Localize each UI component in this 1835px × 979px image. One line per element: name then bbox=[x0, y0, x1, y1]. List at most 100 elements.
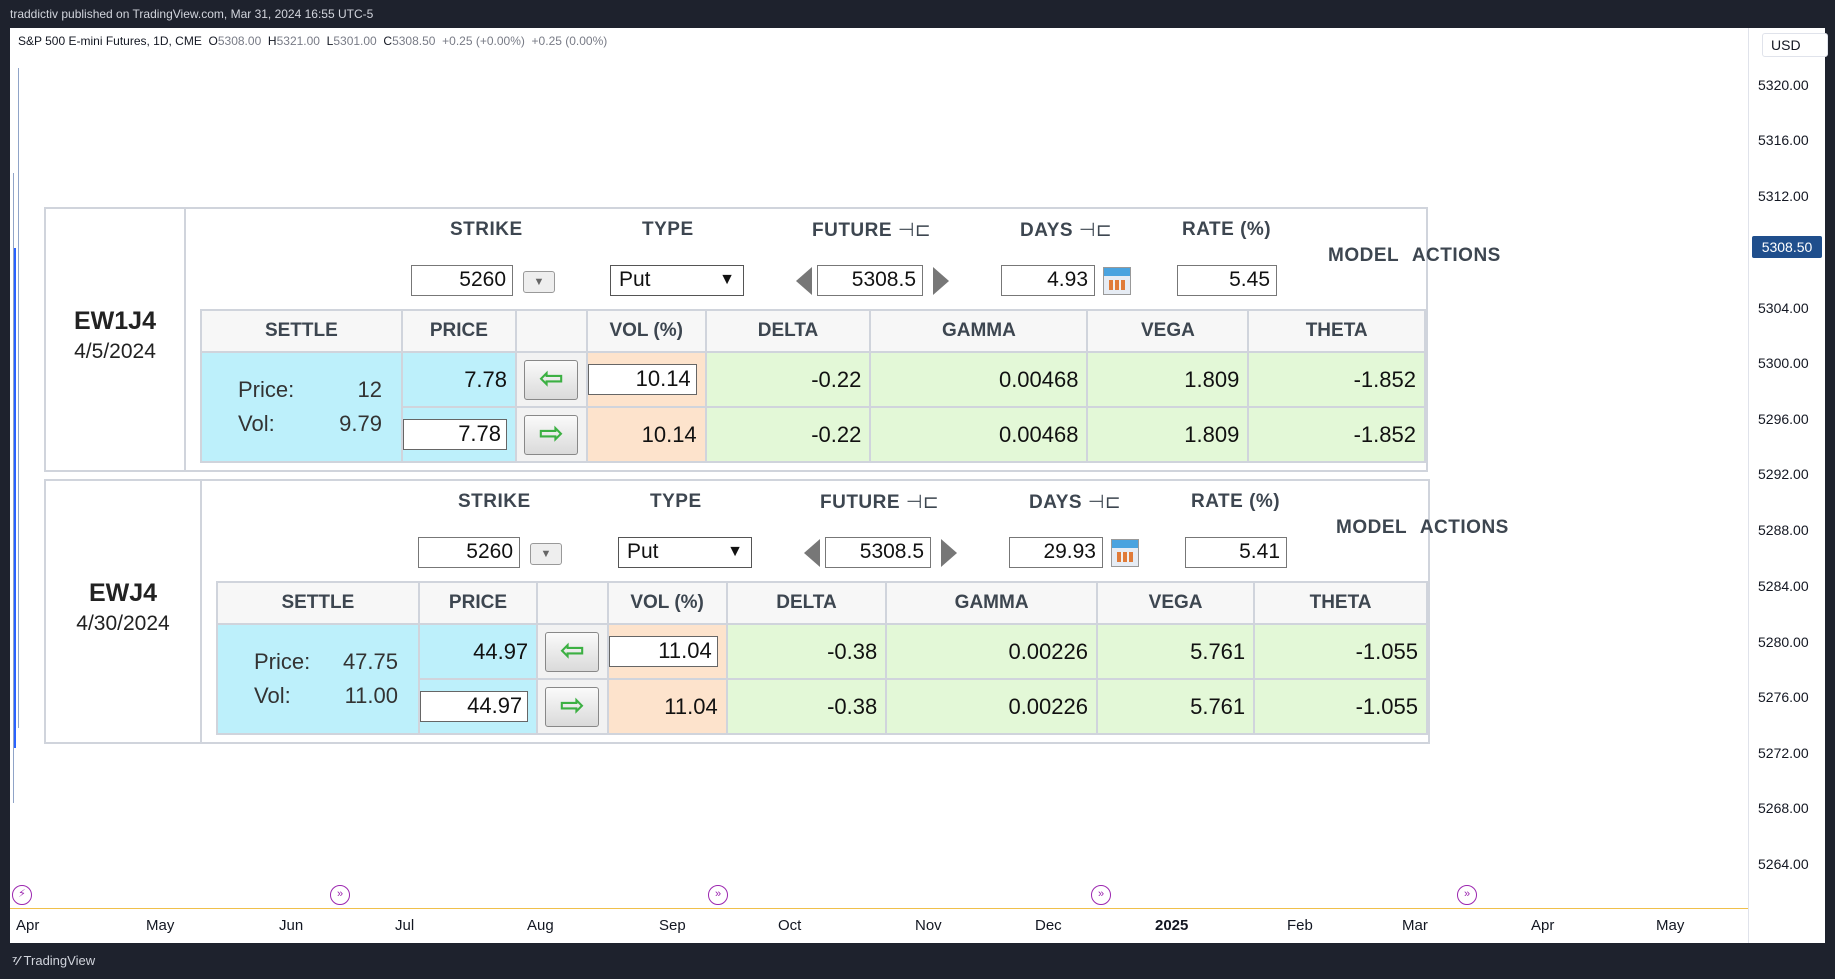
settle-vol-label: Vol: bbox=[254, 683, 291, 708]
vega-header: VEGA bbox=[1095, 581, 1256, 625]
symbol-legend: S&P 500 E-mini Futures, 1D, CME O5308.00… bbox=[18, 34, 607, 48]
chart-area[interactable]: S&P 500 E-mini Futures, 1D, CME O5308.00… bbox=[10, 28, 1828, 943]
contract-expiry: 4/30/2024 bbox=[76, 612, 170, 635]
future-header: FUTURE ⊣⊏ bbox=[812, 220, 932, 241]
calc-price-button[interactable]: ⇨ bbox=[545, 686, 600, 727]
open-label: O bbox=[208, 34, 218, 48]
model-price: 7.78 bbox=[400, 351, 518, 408]
change-value-2: +0.25 (0.00%) bbox=[531, 34, 608, 48]
settle-header: SETTLE bbox=[216, 581, 420, 625]
strike-input[interactable]: 5260 bbox=[411, 265, 513, 296]
price-tick: 5280.00 bbox=[1758, 634, 1809, 650]
future-increment-button[interactable] bbox=[941, 539, 957, 567]
price-axis[interactable] bbox=[1748, 28, 1825, 943]
brand-name[interactable]: TradingView bbox=[23, 953, 96, 968]
type-select[interactable]: Put ▼ bbox=[618, 537, 752, 568]
low-value: 5301.00 bbox=[333, 34, 377, 48]
price-tick: 5264.00 bbox=[1758, 856, 1809, 872]
close-value: 5308.50 bbox=[392, 34, 436, 48]
gamma-value: 0.00468 bbox=[869, 406, 1089, 463]
future-decrement-button[interactable] bbox=[804, 539, 820, 567]
rate-input[interactable]: 5.41 bbox=[1185, 537, 1287, 568]
future-increment-button[interactable] bbox=[933, 267, 949, 295]
time-tick: Apr bbox=[1531, 917, 1555, 934]
theta-header: THETA bbox=[1247, 309, 1426, 353]
settle-price-label: Price: bbox=[254, 649, 311, 674]
option-panel-ew1j4: EW1J4 4/5/2024 STRIKE TYPE FUTURE ⊣⊏ DAY… bbox=[44, 207, 1500, 472]
price-input[interactable]: 44.97 bbox=[419, 691, 529, 722]
dividend-event-icon[interactable]: ⚡ bbox=[12, 885, 32, 905]
strike-input[interactable]: 5260 bbox=[418, 537, 520, 568]
event-marker-icon[interactable]: » bbox=[330, 885, 350, 905]
calc-vol-button[interactable]: ⇦ bbox=[545, 631, 600, 672]
calc-price-button[interactable]: ⇨ bbox=[524, 414, 579, 455]
price-tick: 5304.00 bbox=[1758, 300, 1809, 316]
table-row: 44.97 ⇨ 11.04 -0.38 0.00226 5.761 -1.055 bbox=[217, 678, 1428, 735]
time-tick: May bbox=[146, 917, 175, 934]
event-marker-icon[interactable]: » bbox=[1091, 885, 1111, 905]
strike-dropdown-button[interactable]: ▼ bbox=[523, 271, 555, 293]
days-input[interactable]: 4.93 bbox=[1001, 265, 1095, 296]
future-input[interactable]: 5308.5 bbox=[817, 265, 923, 296]
price-input[interactable]: 7.78 bbox=[402, 419, 508, 450]
calendar-icon[interactable] bbox=[1103, 267, 1131, 295]
future-input[interactable]: 5308.5 bbox=[825, 537, 931, 568]
time-tick: Aug bbox=[527, 917, 554, 934]
gamma-value: 0.00226 bbox=[885, 678, 1098, 735]
time-tick: Feb bbox=[1287, 917, 1313, 934]
implied-vol: 10.14 bbox=[585, 406, 707, 463]
contract-expiry: 4/5/2024 bbox=[74, 340, 156, 363]
contract-info: EW1J4 4/5/2024 bbox=[46, 209, 186, 470]
contract-symbol: EWJ4 bbox=[88, 579, 158, 607]
strike-dropdown-button[interactable]: ▼ bbox=[530, 543, 562, 565]
time-axis[interactable] bbox=[10, 908, 1748, 943]
time-tick: May bbox=[1656, 917, 1685, 934]
delta-value: -0.38 bbox=[725, 623, 888, 680]
calendar-icon[interactable] bbox=[1111, 539, 1139, 567]
vega-header: VEGA bbox=[1086, 309, 1250, 353]
tradingview-logo-icon[interactable]: ⁷⁄ bbox=[12, 953, 20, 968]
price-tick: 5268.00 bbox=[1758, 800, 1809, 816]
open-value: 5308.00 bbox=[217, 34, 262, 48]
settle-cell: Price: 12 Vol: 9.79 bbox=[200, 351, 403, 463]
table-row: Price: 12 Vol: 9.79 7.78 ⇦ 10.14 -0.22 0.0… bbox=[200, 351, 1426, 463]
time-tick: Sep bbox=[659, 917, 686, 934]
price-tick: 5272.00 bbox=[1758, 745, 1809, 761]
vega-value: 1.809 bbox=[1086, 351, 1250, 408]
price-tick: 5296.00 bbox=[1758, 411, 1809, 427]
model-price: 44.97 bbox=[417, 623, 539, 680]
currency-button[interactable]: USD bbox=[1762, 33, 1828, 57]
days-header: DAYS ⊣⊏ bbox=[1029, 492, 1122, 513]
vol-input[interactable]: 11.04 bbox=[608, 636, 718, 667]
price-tick: 5276.00 bbox=[1758, 689, 1809, 705]
future-decrement-button[interactable] bbox=[796, 267, 812, 295]
days-input[interactable]: 29.93 bbox=[1009, 537, 1103, 568]
action-header bbox=[515, 309, 588, 353]
greeks-table: SETTLE PRICE VOL (%) DELTA GAMMA VEGA TH… bbox=[216, 581, 1428, 735]
settle-price: 47.75 bbox=[342, 649, 398, 674]
vega-value: 1.809 bbox=[1086, 406, 1250, 463]
settle-price: 12 bbox=[357, 377, 382, 402]
time-tick: Jun bbox=[279, 917, 304, 934]
symbol-name: S&P 500 E-mini Futures, 1D, CME bbox=[18, 34, 202, 48]
publish-banner: traddictiv published on TradingView.com,… bbox=[0, 0, 1835, 28]
chevron-down-icon: ▼ bbox=[719, 271, 735, 288]
price-tick: 5300.00 bbox=[1758, 355, 1809, 371]
rate-input[interactable]: 5.45 bbox=[1177, 265, 1277, 296]
vol-header: VOL (%) bbox=[585, 309, 707, 353]
type-select[interactable]: Put ▼ bbox=[610, 265, 744, 296]
footer-bar: ⁷⁄ TradingView bbox=[0, 943, 1835, 979]
chevron-down-icon: ▼ bbox=[727, 543, 743, 560]
table-row: Price: 47.75 Vol: 11.00 44.97 ⇦ 11.04 -0.3… bbox=[216, 623, 1428, 735]
vol-input[interactable]: 10.14 bbox=[587, 364, 697, 395]
calc-vol-button[interactable]: ⇦ bbox=[524, 359, 579, 400]
pin-icon: ⊣⊏ bbox=[905, 492, 940, 513]
vega-value: 5.761 bbox=[1095, 623, 1256, 680]
event-marker-icon[interactable]: » bbox=[1457, 885, 1477, 905]
settle-cell: Price: 47.75 Vol: 11.00 bbox=[216, 623, 420, 735]
vega-value: 5.761 bbox=[1095, 678, 1256, 735]
candle-body bbox=[13, 248, 16, 748]
event-marker-icon[interactable]: » bbox=[708, 885, 728, 905]
model-actions-header: MODEL ACTIONS bbox=[1336, 517, 1509, 538]
settle-vol: 9.79 bbox=[339, 411, 382, 436]
